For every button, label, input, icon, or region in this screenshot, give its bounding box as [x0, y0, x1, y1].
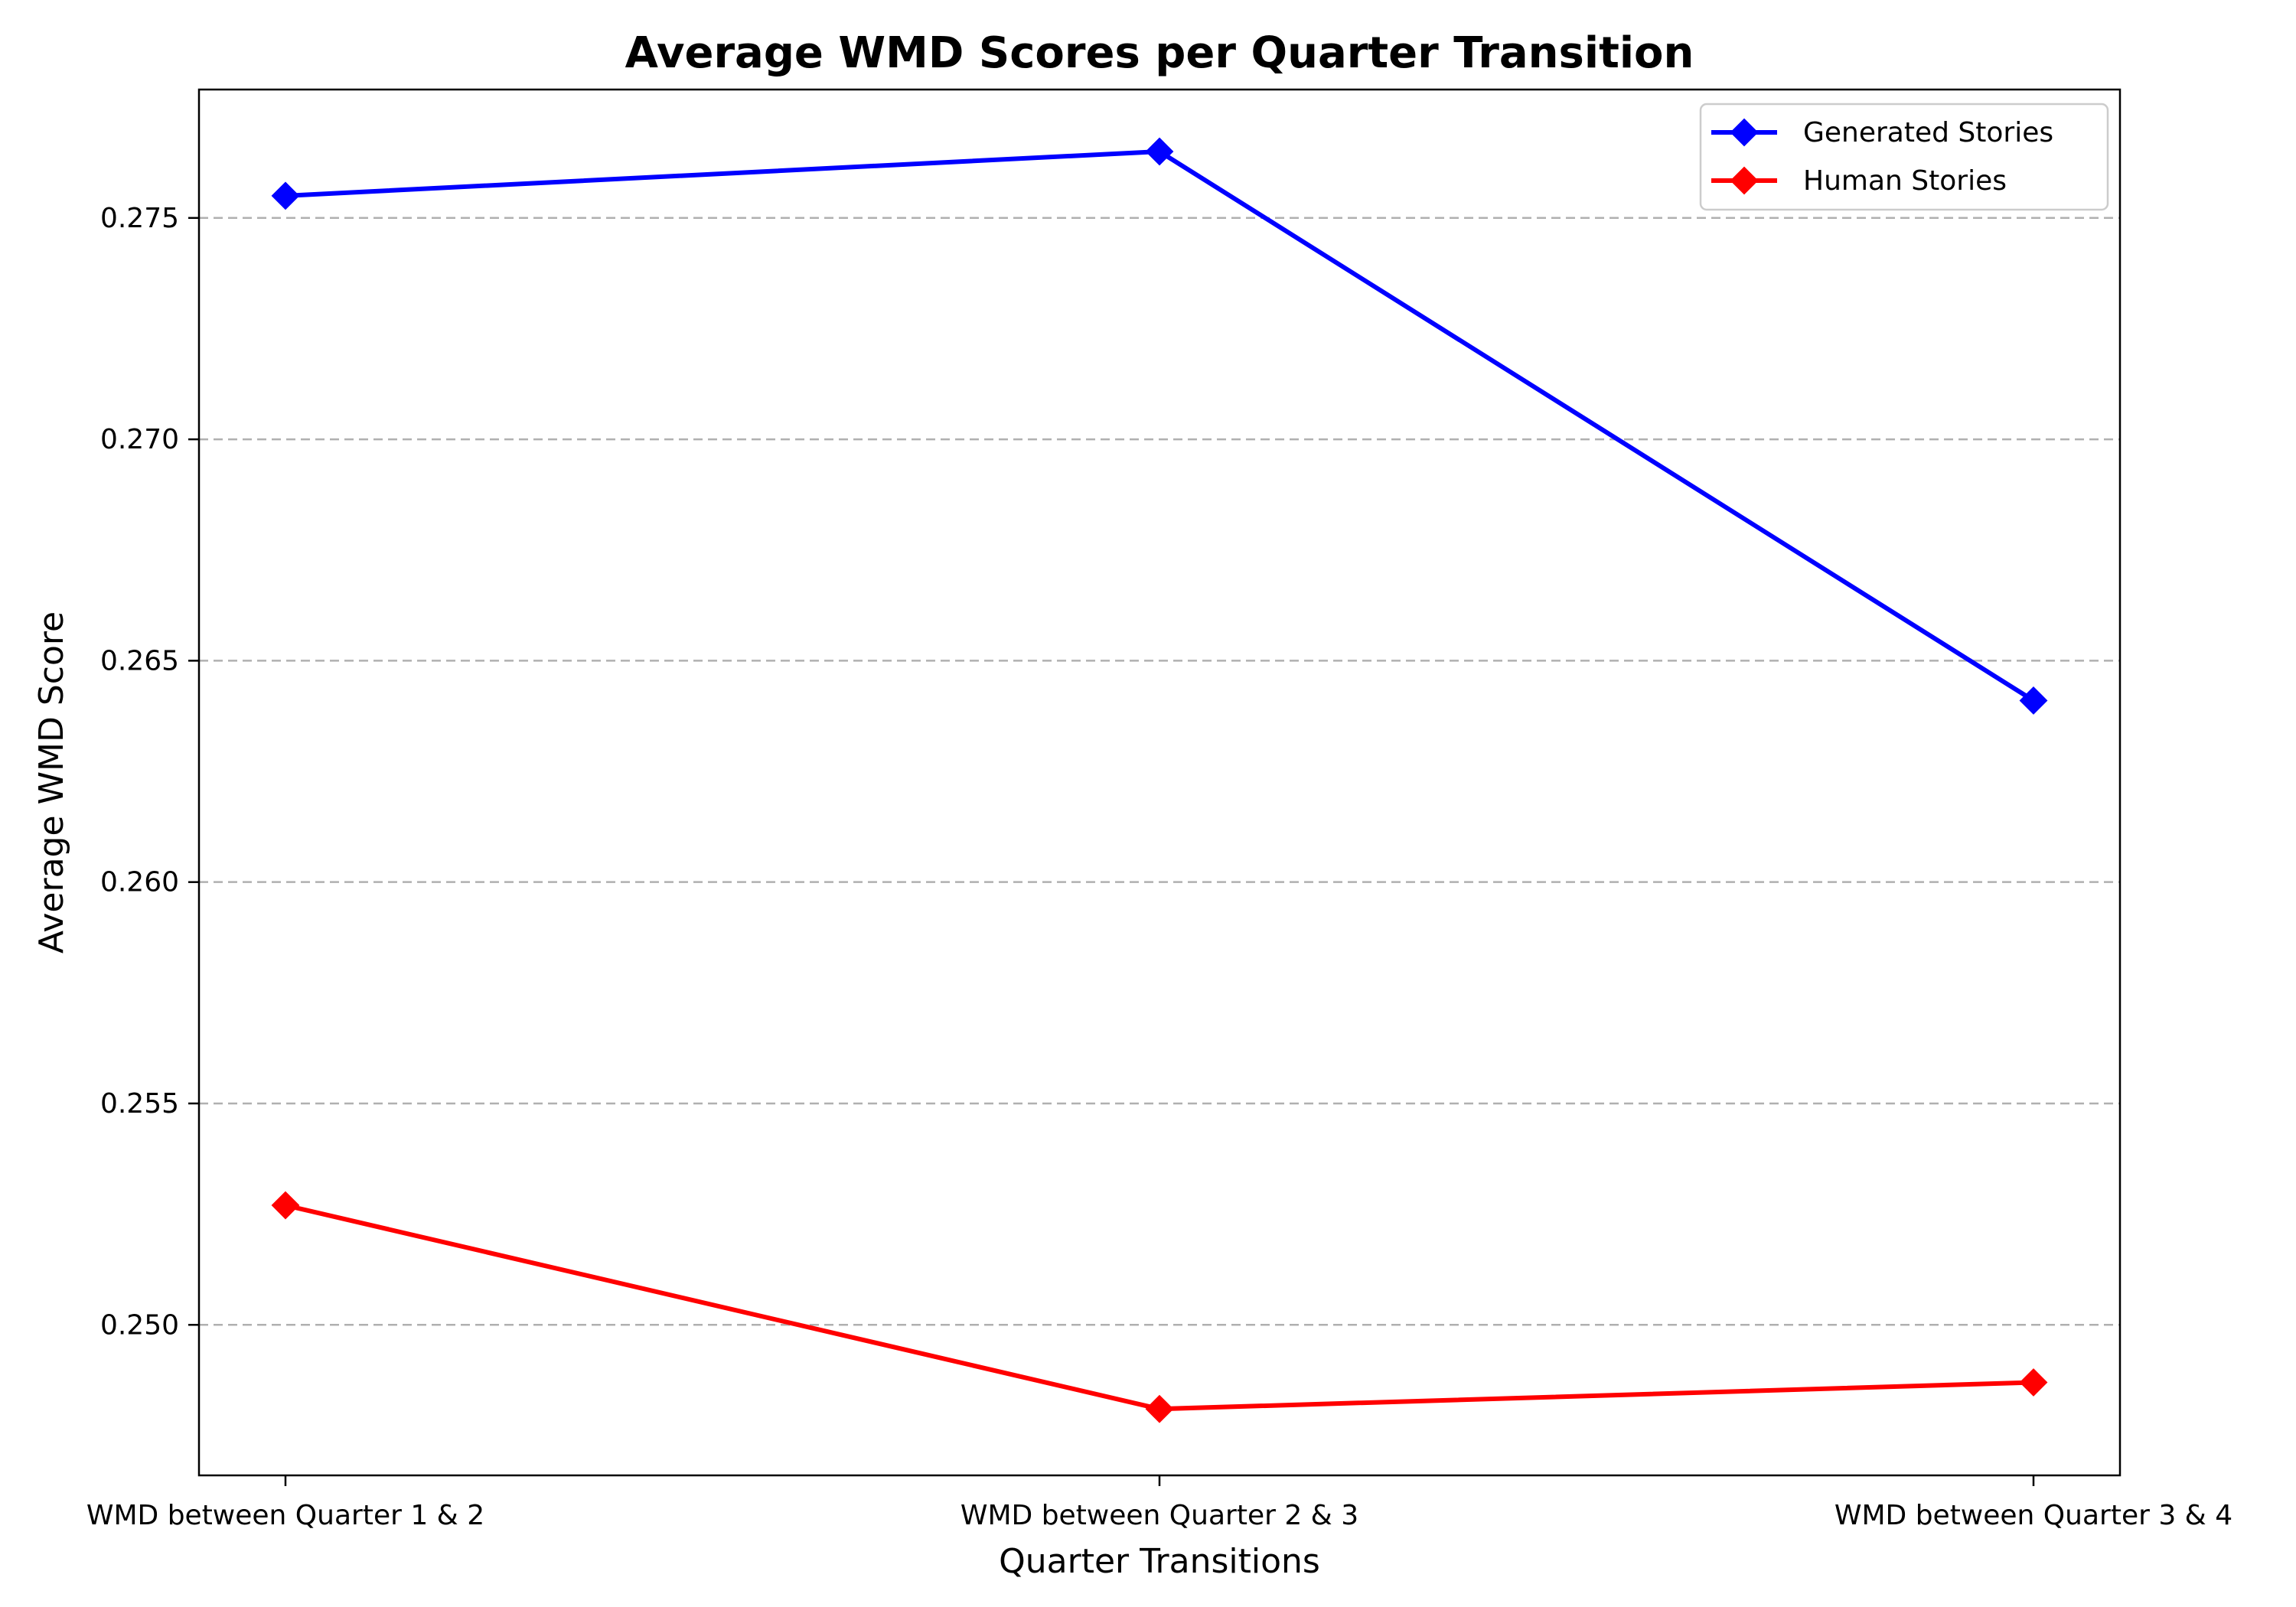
- y-tick-label: 0.250: [100, 1309, 179, 1341]
- legend-marker: [1730, 118, 1759, 147]
- data-point-human-stories: [1145, 1394, 1174, 1423]
- legend-label: Generated Stories: [1803, 117, 2053, 148]
- x-tick-label: WMD between Quarter 1 & 2: [86, 1500, 484, 1531]
- series-human-stories: [271, 1191, 2048, 1423]
- legend-item-generated-stories: Generated Stories: [1711, 117, 2053, 148]
- data-point-human-stories: [271, 1191, 300, 1220]
- y-axis: 0.250 0.255 0.260 0.265 0.270 0.275: [100, 203, 199, 1341]
- legend-label: Human Stories: [1803, 165, 2007, 197]
- series-generated-stories: [271, 137, 2048, 715]
- legend-marker: [1730, 166, 1759, 195]
- y-tick-label: 0.275: [100, 203, 179, 234]
- y-tick-label: 0.265: [100, 645, 179, 676]
- y-tick-label: 0.270: [100, 424, 179, 455]
- legend-item-human-stories: Human Stories: [1711, 165, 2007, 197]
- x-tick-label: WMD between Quarter 2 & 3: [960, 1500, 1358, 1531]
- legend-box: [1699, 103, 2109, 211]
- y-axis-label: Average WMD Score: [32, 611, 71, 953]
- y-tick-label: 0.255: [100, 1088, 179, 1120]
- x-tick-label: WMD between Quarter 3 & 4: [1835, 1500, 2232, 1531]
- legend: Generated Stories Human Stories: [1699, 103, 2109, 211]
- series-layer: [271, 137, 2048, 1423]
- grid-lines: [199, 217, 2120, 1326]
- data-point-human-stories: [2019, 1368, 2048, 1397]
- series-line-human-stories: [285, 1203, 2034, 1412]
- data-point-generated-stories: [271, 181, 300, 210]
- series-line-generated-stories: [285, 149, 2035, 703]
- chart-title: Average WMD Scores per Quarter Transitio…: [625, 28, 1694, 78]
- data-point-generated-stories: [2019, 686, 2048, 715]
- x-axis: WMD between Quarter 1 & 2 WMD between Qua…: [86, 1475, 2232, 1531]
- y-tick-label: 0.260: [100, 867, 179, 898]
- x-axis-label: Quarter Transitions: [999, 1542, 1320, 1581]
- data-point-generated-stories: [1145, 137, 1174, 166]
- plot-frame: [197, 88, 2122, 1477]
